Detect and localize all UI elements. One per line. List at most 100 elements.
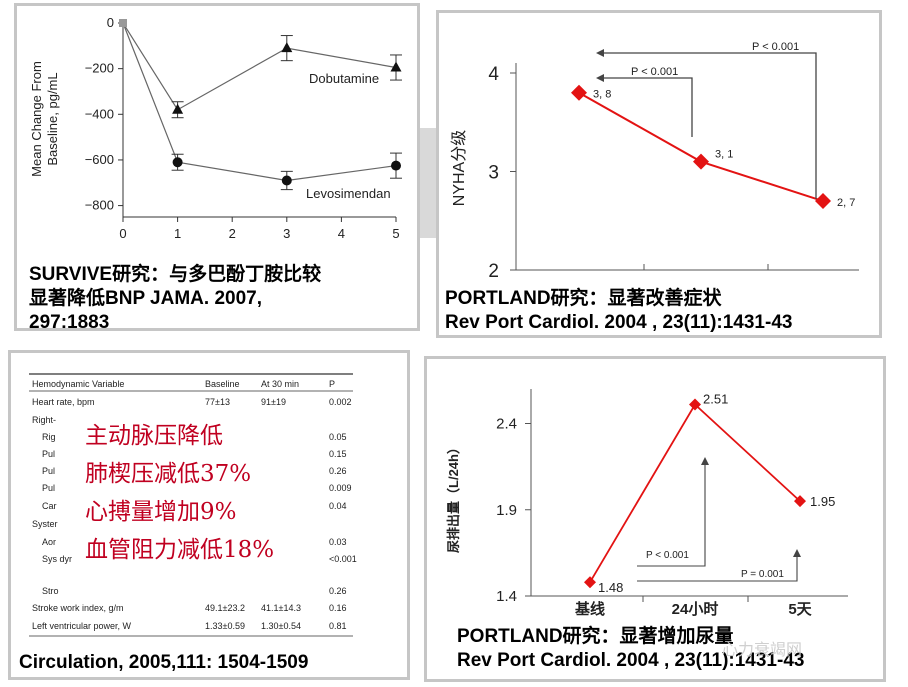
overlay-line-2: 肺楔压减低37% [85,461,252,487]
urine-point [584,576,596,589]
arrow-head [701,457,709,465]
overlay-text-block: 主动脉压降低 肺楔压减低37% 心搏量增加9% 血管阻力减低18% [85,417,274,569]
table-row-label: Stro [42,586,59,596]
p-bracket-5d [637,555,798,582]
nyha-point [693,153,709,170]
y-axis-label: 尿排出量（L/24h） [446,441,461,553]
circulation-caption: Circulation, 2005,111: 1504-1509 [19,652,309,673]
nyha-caption-line1: PORTLAND研究：显著改善症状 [445,288,722,309]
p-value-24h: P < 0.001 [646,550,689,561]
urine-output-panel: 2.4 1.9 1.4 基线 24小时 5天 尿排出量（L/24h） 1.48 2.51 1.95… [424,356,886,682]
y-tick-label: 0 [107,15,114,30]
survive-chart: 0 −200 −400 −600 −800 0 1 2 3 4 5 Mean Change FromB… [29,15,402,241]
x-tick-label: 2 [229,226,236,241]
table-cell: <0.001 [329,554,357,564]
table-cell: 0.16 [329,603,347,613]
urine-point-label: 2.51 [703,392,728,407]
table-row-label: Sys dyr [42,554,72,564]
urine-point-label: 1.95 [810,494,835,509]
x-tick-label: 24小时 [672,601,719,618]
table-row-label: Pul [42,449,55,459]
nyha-caption-line2: Rev Port Cardiol. 2004 , 23(11):1431-43 [445,312,793,333]
table-cell: 1.33±0.59 [205,621,245,631]
hemodynamic-table-panel: Hemodynamic Variable Baseline At 30 min P He… [8,350,410,680]
urine-caption: PORTLAND研究：显著增加尿量 Rev Port Cardiol. 2004… [457,625,804,673]
table-cell: 49.1±23.2 [205,603,245,613]
table-cell: 0.04 [329,501,347,511]
p-value-inner: P < 0.001 [631,66,678,78]
urine-point [794,495,806,508]
p-bracket-outer [604,52,817,199]
nyha-point-label: 3, 1 [715,149,733,161]
x-tick-label: 3 [283,226,290,241]
table-row-label: Pul [42,483,55,493]
table-header-cell: At 30 min [261,379,299,389]
survive-caption-line1: SURVIVE研究：与多巴酚丁胺比较 [29,264,322,285]
circle-point [281,175,292,186]
x-tick-label: 0 [119,226,126,241]
table-cell: 0.81 [329,621,347,631]
table-row-label: Stroke work index, g/m [32,603,124,613]
table-cell: 1.30±0.54 [261,621,301,631]
y-axis-label: NYHA分级 [450,130,468,206]
y-tick-label: 2 [488,261,499,282]
y-tick-label: 1.4 [496,588,517,605]
survive-caption: SURVIVE研究：与多巴酚丁胺比较 显著降低BNP JAMA. 2007, 2… [29,263,322,331]
urine-line [589,403,801,583]
table-cell: 0.26 [329,586,347,596]
baseline-marker [119,19,127,27]
y-tick-label: 2.4 [496,416,517,433]
table-row-label: Rig [42,432,56,442]
table-row-label: Aor [42,537,56,547]
nyha-chart: 4 3 2 NYHA分级 3, 8 3, 1 2, 7 P < 0.001 P < 0.001 [450,41,859,282]
y-tick-label: 3 [488,163,499,184]
urine-point [689,398,701,411]
y-tick-label: 1.9 [496,502,517,519]
hemodynamic-table: Hemodynamic Variable Baseline At 30 min P He… [29,373,357,637]
table-header-cell: Hemodynamic Variable [32,379,124,389]
table-row-label: Syster [32,519,58,529]
table-row-label: Left ventricular power, W [32,621,132,631]
table-cell: 0.26 [329,466,347,476]
nyha-point [571,84,587,101]
legend-dobutamine: Dobutamine [309,71,379,86]
urine-caption-line1: PORTLAND研究：显著增加尿量 [457,626,734,647]
watermark: 心力衰竭网 [722,640,803,659]
y-tick-label: −800 [85,198,114,213]
x-tick-label: 基线 [574,600,605,618]
legend-levosimendan: Levosimendan [306,186,391,201]
x-tick-label: 1 [174,226,181,241]
p-value-outer: P < 0.001 [752,41,799,53]
urine-output-chart: 2.4 1.9 1.4 基线 24小时 5天 尿排出量（L/24h） 1.48 2.51 1.95… [446,389,848,618]
table-cell: 41.1±14.3 [261,603,301,613]
p-value-5d: P = 0.001 [741,569,784,580]
table-cell: 0.05 [329,432,347,442]
overlay-line-3: 心搏量增加9% [85,499,237,525]
arrow-head [596,74,604,82]
nyha-point-label: 2, 7 [837,197,855,209]
p-bracket-24h [637,463,706,567]
survive-chart-panel: 0 −200 −400 −600 −800 0 1 2 3 4 5 Mean Change FromB… [14,3,420,331]
triangle-point [172,103,184,114]
nyha-point [815,193,831,210]
nyha-line [578,91,824,203]
survive-caption-line3: 297:1883 [29,312,110,331]
table-header-cell: Baseline [205,379,240,389]
circle-point [172,157,183,168]
circle-point [391,160,401,171]
urine-point-label: 1.48 [598,580,623,595]
table-cell: 0.002 [329,397,352,407]
nyha-caption: PORTLAND研究：显著改善症状 Rev Port Cardiol. 2004… [445,287,792,335]
x-tick-label: 4 [338,226,345,241]
overlay-line-1: 主动脉压降低 [85,423,223,449]
urine-caption-line2: Rev Port Cardiol. 2004 , 23(11):1431-43 [457,650,805,671]
table-row-label: Right- [32,415,56,425]
series-line-dobutamine [122,22,397,111]
table-row-label: Car [42,501,57,511]
triangle-point [281,42,293,53]
table-cell: 91±19 [261,397,286,407]
survive-caption-line2: 显著降低BNP JAMA. 2007, [29,288,262,309]
arrow-head [596,49,604,57]
table-row-label: Heart rate, bpm [32,397,95,407]
